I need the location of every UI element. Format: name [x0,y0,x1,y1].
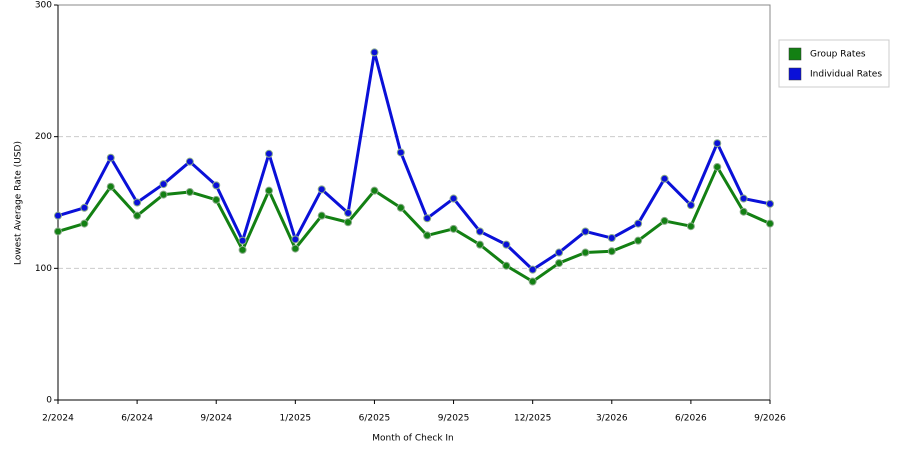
series-line [57,165,771,283]
data-point [264,149,273,158]
x-tick-label: 9/2025 [438,414,470,424]
data-point [159,180,168,189]
data-point [106,182,115,191]
data-point [80,219,89,228]
legend-swatch [788,67,802,81]
data-point [528,277,537,286]
x-tick-label: 3/2026 [596,414,628,424]
y-tick-label: 0 [46,396,52,406]
data-point [766,199,774,208]
data-point [317,185,326,194]
data-point [634,219,643,228]
data-point [475,227,484,236]
data-point [291,235,300,244]
data-point [555,259,564,268]
data-point [106,153,115,162]
data-point [291,244,300,253]
data-point [54,227,62,236]
data-point [344,218,353,227]
y-axis-label: Lowest Average Rate (USD) [14,141,24,265]
legend-swatch [788,47,802,61]
data-point [660,174,669,183]
data-point [502,261,511,270]
y-tick-label: 100 [35,264,52,274]
y-tick-label: 200 [35,132,52,142]
data-point [660,216,669,225]
series-line [57,50,771,272]
data-point [713,162,722,171]
x-tick-label: 12/2025 [514,414,551,424]
x-tick-label: 9/2024 [200,414,232,424]
plot-frame [57,4,771,401]
data-point [264,186,273,195]
data-point [686,222,695,231]
data-point [449,224,458,233]
data-point [185,187,194,196]
data-point [212,195,221,204]
data-point [766,219,774,228]
data-point [185,157,194,166]
x-tick-label: 2/2024 [42,414,74,424]
data-point [739,194,748,203]
data-point [159,190,168,199]
data-point [423,231,432,240]
data-point [607,247,616,256]
data-point [686,201,695,210]
x-tick-label: 9/2026 [754,414,786,424]
data-point [475,240,484,249]
x-tick-label: 1/2025 [279,414,311,424]
data-point [54,211,62,220]
data-point [502,240,511,249]
data-point [133,211,142,220]
data-point [238,236,247,245]
y-tick-label: 300 [35,1,52,11]
x-tick-label: 6/2024 [121,414,153,424]
data-point [370,186,379,195]
data-point [581,227,590,236]
data-point [238,245,247,254]
x-tick-label: 6/2025 [359,414,391,424]
data-point [423,214,432,223]
data-point [607,234,616,243]
data-point [344,209,353,218]
data-point [555,248,564,257]
data-point [739,207,748,216]
x-tick-label: 6/2026 [675,414,707,424]
legend-label: Group Rates [810,50,866,60]
data-point [317,211,326,220]
data-point [581,248,590,257]
data-point [713,139,722,148]
data-point [133,198,142,207]
data-point [528,265,537,274]
data-point [449,194,458,203]
legend-label: Individual Rates [810,70,882,80]
data-point [80,203,89,212]
x-axis-label: Month of Check In [372,434,454,444]
data-point [370,48,379,57]
data-point [396,148,405,157]
data-point [396,203,405,212]
data-point [212,181,221,190]
data-point [634,236,643,245]
